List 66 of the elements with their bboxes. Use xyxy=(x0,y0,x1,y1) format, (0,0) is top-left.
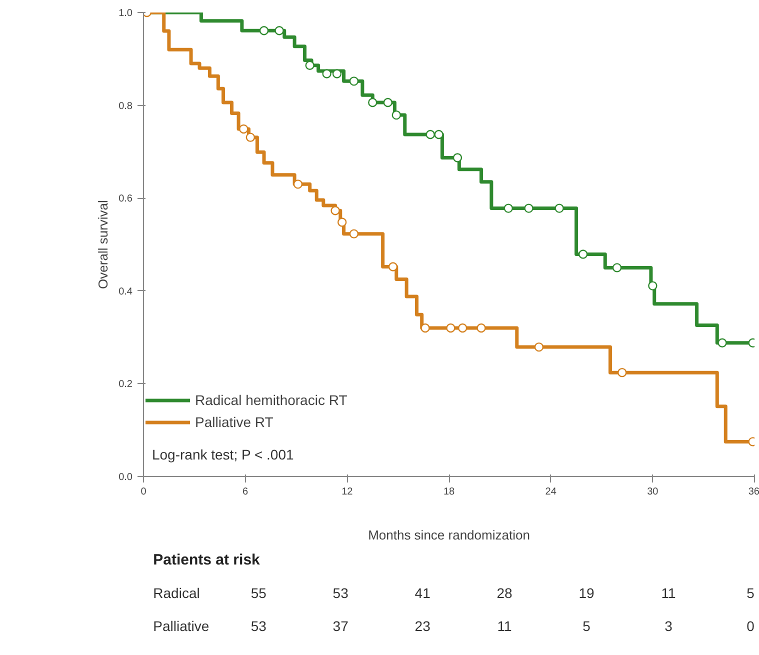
point xyxy=(648,281,658,290)
y-tick-label: 0.0 xyxy=(118,472,133,483)
point xyxy=(368,98,378,108)
y-axis-title: Overall survival xyxy=(96,200,111,289)
point xyxy=(239,124,248,134)
point xyxy=(383,98,392,108)
y-tick-label: 0.8 xyxy=(118,100,133,112)
text: 23 xyxy=(414,618,431,634)
point xyxy=(420,323,430,333)
point xyxy=(504,204,514,213)
point xyxy=(274,26,284,36)
text: Palliative xyxy=(153,618,210,634)
x-tick-label: 12 xyxy=(342,486,354,498)
point xyxy=(446,323,456,333)
x-tick-label: 30 xyxy=(647,486,659,498)
point xyxy=(349,229,359,238)
point xyxy=(322,69,332,78)
point xyxy=(434,130,444,140)
point xyxy=(458,323,468,333)
text: 55 xyxy=(250,585,267,602)
point xyxy=(349,76,359,86)
x-tick-label: 24 xyxy=(545,486,557,498)
text: 11 xyxy=(497,618,512,634)
y-tick-label: 1.0 xyxy=(118,8,133,19)
text: 28 xyxy=(496,585,513,602)
annotation: Log-rank test; P < .001 xyxy=(152,446,294,463)
y-tick-label: 0.4 xyxy=(118,286,133,298)
point xyxy=(337,218,347,227)
point xyxy=(259,26,269,36)
text: 53 xyxy=(332,585,349,602)
text: Patients at risk xyxy=(153,552,261,569)
point xyxy=(618,368,627,378)
point xyxy=(554,204,564,213)
point xyxy=(578,250,588,259)
point xyxy=(330,206,340,216)
point xyxy=(534,342,544,352)
text: Radical xyxy=(153,585,200,602)
text: 53 xyxy=(250,618,267,634)
point xyxy=(524,204,534,213)
text: 5 xyxy=(746,585,755,602)
text: 19 xyxy=(578,585,595,602)
point xyxy=(388,262,398,272)
point xyxy=(452,153,462,162)
point xyxy=(426,130,435,140)
legend-label: Palliative RT xyxy=(195,414,274,430)
x-tick-label: 18 xyxy=(443,486,455,498)
text: 0 xyxy=(746,618,755,634)
point xyxy=(293,180,303,189)
point xyxy=(612,263,622,272)
point xyxy=(392,110,401,120)
x-tick-label: 36 xyxy=(748,486,759,498)
y-tick-label: 0.2 xyxy=(118,379,133,390)
text: 3 xyxy=(664,618,673,634)
y-tick-label: 0.6 xyxy=(118,194,133,205)
x-tick-label: 6 xyxy=(242,486,249,498)
text: 11 xyxy=(661,585,676,602)
x-axis-title: Months since randomization xyxy=(368,528,530,542)
point xyxy=(476,323,486,333)
point xyxy=(246,132,256,142)
text: 37 xyxy=(332,618,349,634)
text: 5 xyxy=(582,618,591,634)
point xyxy=(718,338,727,348)
x-tick-label: 0 xyxy=(140,486,147,498)
point xyxy=(332,69,342,78)
legend-label: Radical hemithoracic RT xyxy=(195,392,348,408)
text: 41 xyxy=(414,585,431,602)
